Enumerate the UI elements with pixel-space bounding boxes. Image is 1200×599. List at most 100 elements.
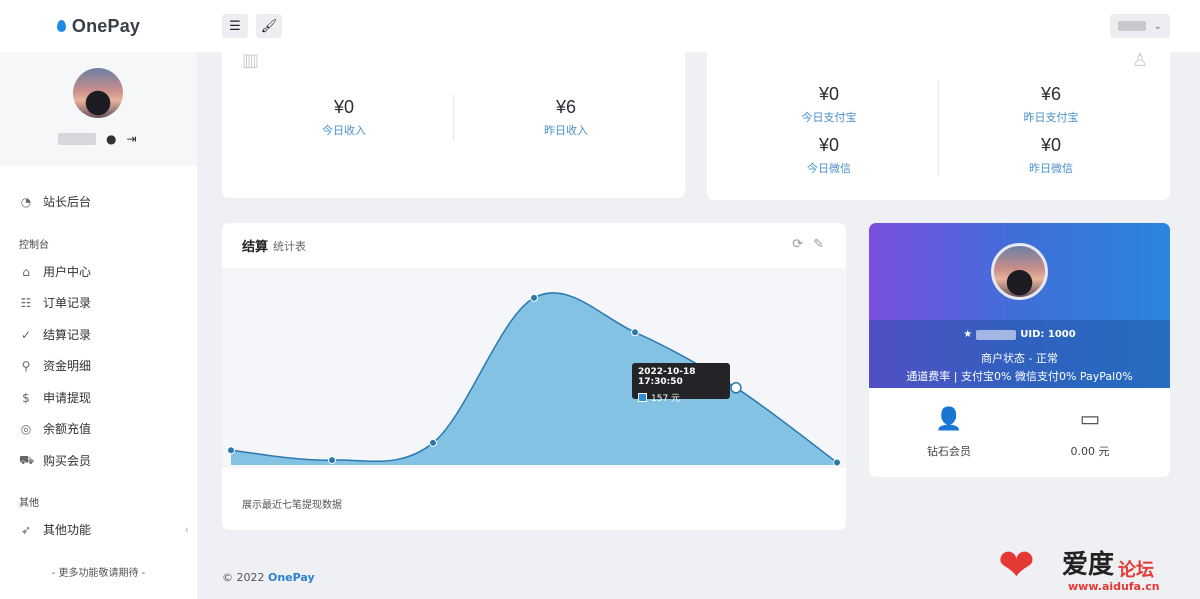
brand-name: OnePay	[71, 15, 141, 36]
chart-point[interactable]	[730, 382, 742, 394]
chart-point[interactable]	[429, 438, 437, 447]
cart-icon: ⛟	[19, 452, 35, 467]
chart-point[interactable]	[328, 456, 336, 465]
member-level-label: 钻石会员	[927, 445, 971, 458]
stat-alipay-yesterday: ¥6 昨日支付宝	[991, 84, 1111, 125]
series-swatch	[638, 393, 647, 402]
blurred-username	[976, 329, 1017, 340]
sidebar-item-label: 订单记录	[43, 296, 92, 310]
stat-label: 今日支付宝	[801, 111, 857, 124]
stat-today-income: ¥0 今日收入	[284, 97, 404, 138]
sidebar-item-label: 其他功能	[43, 523, 92, 537]
page-footer: © 2022 OnePay	[222, 571, 315, 584]
stat-label: 今日微信	[807, 162, 851, 175]
avatar[interactable]	[73, 68, 123, 118]
stat-value: ¥0	[818, 84, 840, 104]
card-subtitle: 统计表	[273, 240, 307, 253]
more-features-note: - 更多功能敬请期待 -	[51, 568, 146, 579]
chart-footer-note: 展示最近七笔提现数据	[242, 500, 342, 511]
wallet-icon: ▭	[1079, 407, 1101, 432]
sidebar-item-admin[interactable]: ◔ 站长后台	[19, 193, 189, 210]
merchant-info-band	[869, 320, 1170, 388]
sidebar-item-label: 余额充值	[43, 422, 92, 436]
sidebar-item-buy-membership[interactable]: ⛟ 购买会员	[19, 452, 189, 469]
sidebar-item-label: 用户中心	[43, 265, 92, 279]
drop-icon[interactable]: ●	[106, 132, 117, 146]
menu-toggle-button[interactable]: ☰	[222, 14, 248, 38]
sidebar-item-other-functions[interactable]: ➶ 其他功能 ‹	[19, 521, 189, 538]
blurred-username	[58, 133, 96, 145]
chevron-down-icon: ⌄	[1153, 20, 1162, 32]
star-icon: ★	[963, 329, 973, 340]
dollar-icon: $	[22, 390, 30, 405]
sidebar-item-recharge[interactable]: ◎ 余额充值	[19, 420, 189, 437]
drop-icon	[56, 20, 66, 32]
chart-area-fill	[231, 292, 837, 465]
sidebar-profile: ● ⇥	[0, 52, 197, 166]
list-icon: ☷	[20, 295, 32, 310]
wallet-balance-value: 0.00 元	[1070, 445, 1110, 458]
payment-card: ♙ ¥0 今日支付宝 ¥6 昨日支付宝 ¥0 今日微信 ¥0 昨日微信	[707, 40, 1170, 200]
footer-brand-link[interactable]: OnePay	[268, 571, 315, 584]
chart-point[interactable]	[227, 446, 235, 455]
merchant-rates: 通道费率 | 支付宝0% 微信支付0% PayPal0%	[906, 370, 1133, 383]
sidebar-item-label: 站长后台	[43, 195, 92, 209]
user-dropdown[interactable]: ⌄	[1110, 14, 1170, 38]
chart-area	[222, 268, 846, 468]
stat-value: ¥0	[818, 135, 840, 155]
watermark-url: www.aidufa.cn	[1068, 580, 1160, 593]
check-circle-icon: ✓	[20, 327, 32, 342]
sidebar-item-withdraw[interactable]: $ 申请提现	[19, 389, 189, 406]
wrench-icon[interactable]: ✎	[813, 237, 824, 252]
income-card: ▥ ¥0 今日收入 ¥6 昨日收入	[222, 40, 685, 198]
logout-icon[interactable]: ⇥	[126, 132, 137, 146]
profile-actions: ● ⇥	[58, 132, 137, 146]
chart-point[interactable]	[631, 328, 639, 337]
stat-value: ¥0	[1040, 135, 1062, 155]
menu-icon: ☰	[229, 18, 241, 34]
settlement-chart	[227, 292, 841, 467]
card-tools: ⟳ ✎	[792, 237, 824, 252]
search-icon: ⚲	[21, 358, 31, 373]
stat-wechat-today: ¥0 今日微信	[769, 135, 889, 176]
stat-label: 昨日支付宝	[1023, 111, 1079, 124]
sidebar-item-funds[interactable]: ⚲ 资金明细	[19, 357, 189, 374]
divider	[453, 95, 454, 141]
heart-icon: ❤	[998, 540, 1035, 591]
stat-label: 昨日收入	[544, 124, 588, 137]
recharge-icon: ◎	[20, 421, 32, 436]
sidebar-item-label: 申请提现	[43, 391, 92, 405]
brush-icon: 🖌	[260, 18, 278, 34]
user-icon: 👤	[935, 407, 963, 432]
refresh-icon[interactable]: ⟳	[792, 237, 804, 252]
tooltip-value: 157 元	[651, 394, 681, 404]
stat-wechat-yesterday: ¥0 昨日微信	[991, 135, 1111, 176]
sidebar-item-label: 购买会员	[43, 454, 92, 468]
divider	[938, 80, 939, 176]
sidebar-item-label: 资金明细	[43, 359, 92, 373]
brand-logo[interactable]: OnePay	[0, 0, 197, 52]
avatar[interactable]	[991, 243, 1048, 300]
section-heading-control: 控制台	[19, 240, 49, 251]
sidebar-item-user-center[interactable]: ⌂ 用户中心	[19, 263, 189, 280]
card-header: 结算 统计表	[222, 223, 846, 268]
chart-point[interactable]	[833, 458, 841, 467]
watermark-logo: ❤ 爱度 论坛 www.aidufa.cn	[998, 542, 1188, 596]
section-heading-other: 其他	[19, 498, 39, 509]
chevron-left-icon: ‹	[184, 523, 189, 536]
theme-button[interactable]: 🖌	[256, 14, 282, 38]
sidebar-item-orders[interactable]: ☷ 订单记录	[19, 294, 189, 311]
stat-yesterday-income: ¥6 昨日收入	[506, 97, 626, 138]
wallet-balance[interactable]: ▭ 0.00 元	[1015, 407, 1165, 459]
member-level[interactable]: 👤 钻石会员	[874, 407, 1024, 459]
stat-alipay-today: ¥0 今日支付宝	[769, 84, 889, 125]
stat-label: 今日收入	[322, 124, 366, 137]
chart-tooltip: 2022-10-18 17:30:50 157 元	[632, 363, 730, 404]
chart-point[interactable]	[530, 293, 538, 302]
home-icon: ⌂	[22, 264, 30, 279]
watermark-subtitle: 论坛	[1118, 560, 1154, 581]
watermark-title: 爱度	[1062, 550, 1115, 580]
rocket-icon: ➶	[20, 522, 32, 537]
sidebar-item-settlements[interactable]: ✓ 结算记录	[19, 326, 189, 343]
dashboard-icon: ◔	[20, 194, 32, 209]
